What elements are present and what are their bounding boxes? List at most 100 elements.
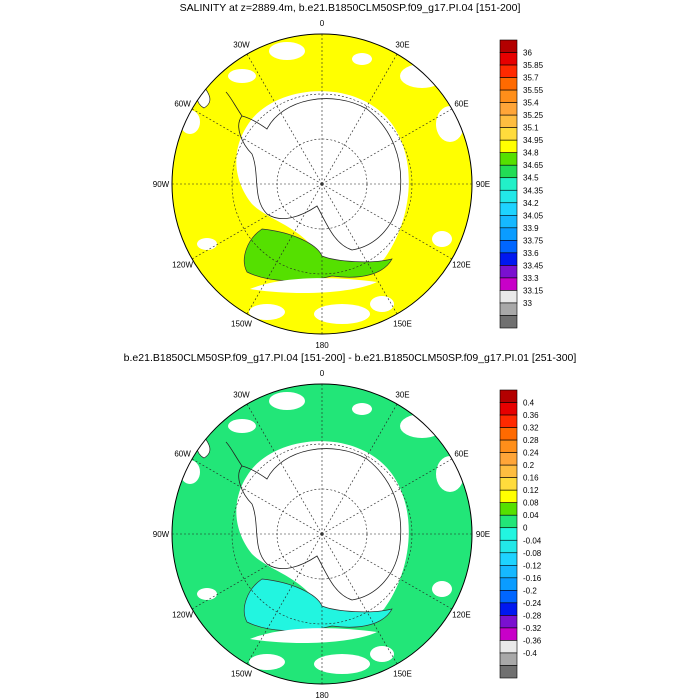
longitude-label: 120E bbox=[452, 611, 471, 620]
colorbar-swatch bbox=[499, 277, 518, 291]
longitude-label: 0 bbox=[320, 369, 325, 378]
colorbar-label: 35.7 bbox=[523, 74, 539, 83]
colorbar-label: 0.2 bbox=[523, 461, 535, 470]
meridian-line bbox=[246, 533, 323, 665]
colorbar-swatch bbox=[499, 414, 518, 428]
antarctic-shelf-gap bbox=[236, 441, 409, 619]
missing-data-patch bbox=[400, 414, 444, 438]
colorbar-swatch bbox=[499, 215, 518, 229]
meridian-line bbox=[321, 533, 398, 665]
colorbar-swatch bbox=[499, 439, 518, 453]
colorbar-label: -0.36 bbox=[523, 636, 542, 645]
bottom-map: 0 30E 60E 90E 120E 150E 180 150W 120W 90W 60W 30W bbox=[153, 369, 490, 700]
colorbar-swatch bbox=[499, 615, 518, 629]
longitude-label: 30W bbox=[233, 391, 250, 400]
colorbar-swatch bbox=[499, 489, 518, 503]
missing-data-patch bbox=[249, 304, 285, 320]
top-map: 0 30E 60E 90E 120E 150E 180 150W 120W 90W 60W 30W bbox=[153, 19, 490, 350]
missing-data-patch bbox=[432, 581, 452, 597]
meridian-line bbox=[191, 533, 323, 610]
longitude-label: 90W bbox=[153, 180, 170, 189]
colorbar-swatch bbox=[499, 102, 518, 116]
colorbar-swatch bbox=[499, 640, 518, 654]
colorbar-swatch bbox=[499, 552, 518, 566]
colorbar-swatch bbox=[499, 52, 518, 66]
colorbar-swatch bbox=[499, 127, 518, 141]
antarctica-coastline bbox=[238, 448, 402, 601]
colorbar-label: 33.9 bbox=[523, 224, 539, 233]
missing-data-patch bbox=[197, 238, 217, 250]
colorbar-label: 33.45 bbox=[523, 261, 544, 270]
longitude-label: 150W bbox=[231, 319, 252, 328]
colorbar-swatch bbox=[499, 152, 518, 166]
colorbar-swatch bbox=[499, 477, 518, 491]
colorbar-swatch bbox=[499, 89, 518, 103]
colorbar-label: -0.08 bbox=[523, 549, 542, 558]
longitude-label: 30E bbox=[395, 41, 409, 50]
bottom-panel-title: b.e21.B1850CLM50SP.f09_g17.PI.04 [151-20… bbox=[123, 352, 577, 364]
colorbar-label: 34.5 bbox=[523, 174, 539, 183]
colorbar-label: -0.4 bbox=[523, 649, 537, 658]
colorbar-swatch bbox=[499, 189, 518, 204]
meridian-line bbox=[321, 403, 398, 535]
map-boundary bbox=[171, 383, 473, 685]
longitude-label: 150E bbox=[393, 669, 412, 678]
colorbar-swatch bbox=[499, 577, 518, 591]
colorbar-swatch bbox=[499, 315, 518, 329]
longitude-label: 90E bbox=[476, 530, 490, 539]
colorbar-label: 35.85 bbox=[523, 61, 544, 70]
sea-ice-gap bbox=[250, 278, 377, 294]
colorbar-label: -0.16 bbox=[523, 574, 542, 583]
longitude-label: 150W bbox=[231, 669, 252, 678]
missing-data-patch bbox=[269, 392, 305, 410]
longitude-label: 90W bbox=[153, 530, 170, 539]
colorbar-label: 34.95 bbox=[523, 136, 544, 145]
missing-data-patch bbox=[370, 646, 394, 662]
meridian-line bbox=[191, 458, 323, 535]
meridian-line bbox=[321, 183, 453, 260]
colorbar-label: -0.24 bbox=[523, 599, 542, 608]
colorbar-label: 34.8 bbox=[523, 149, 539, 158]
antarctic-peninsula bbox=[225, 91, 243, 117]
missing-data-patch bbox=[400, 64, 444, 88]
colorbar-swatch bbox=[499, 427, 518, 441]
colorbar-swatch bbox=[499, 514, 518, 529]
colorbar-label: 0.32 bbox=[523, 424, 539, 433]
colorbar-label: 33 bbox=[523, 299, 532, 308]
colorbar-label: 0.36 bbox=[523, 411, 539, 420]
missing-data-patch bbox=[352, 403, 372, 415]
colorbar-label: -0.32 bbox=[523, 624, 542, 633]
longitude-label: 0 bbox=[320, 19, 325, 28]
longitude-label: 180 bbox=[315, 341, 329, 350]
antarctic-shelf-gap bbox=[236, 91, 409, 269]
antarctic-peninsula bbox=[225, 441, 243, 467]
colorbar-swatch bbox=[499, 602, 518, 616]
colorbar-swatch bbox=[499, 202, 518, 216]
colorbar-label: 0.16 bbox=[523, 474, 539, 483]
top-colorbar: 36 35.85 35.7 35.55 35.4 35.25 35.1 34.95 34.8 34… bbox=[499, 39, 544, 329]
colorbar-swatch bbox=[499, 565, 518, 579]
colorbar-swatch bbox=[499, 527, 518, 541]
meridian-line bbox=[321, 533, 453, 610]
missing-data-patch bbox=[228, 69, 256, 83]
colorbar-swatch bbox=[499, 227, 518, 241]
missing-data-patch bbox=[432, 231, 452, 247]
colorbar-swatch bbox=[499, 164, 518, 179]
meridian-line bbox=[246, 403, 323, 535]
meridian-line bbox=[321, 458, 453, 535]
colorbar-swatch bbox=[499, 139, 518, 153]
colorbar-swatch bbox=[499, 240, 518, 254]
antarctica-coastline bbox=[238, 98, 402, 251]
colorbar-label: -0.04 bbox=[523, 536, 542, 545]
colorbar-label: 0 bbox=[523, 524, 528, 533]
colorbar-swatch bbox=[499, 652, 518, 666]
longitude-label: 60E bbox=[454, 100, 468, 109]
colorbar-label: 0.12 bbox=[523, 486, 539, 495]
colorbar-label: 0.04 bbox=[523, 511, 539, 520]
longitude-label: 60W bbox=[174, 450, 191, 459]
colorbar-label: 33.75 bbox=[523, 236, 544, 245]
colorbar-swatch bbox=[499, 265, 518, 279]
missing-data-patch bbox=[228, 419, 256, 433]
longitude-label: 150E bbox=[393, 319, 412, 328]
